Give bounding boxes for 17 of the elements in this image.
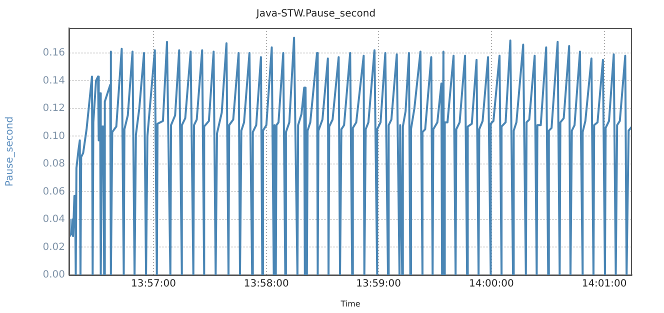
y-tick-label: 0.02	[42, 242, 65, 253]
x-tick-label: 14:01:00	[582, 278, 627, 290]
chart-title: Java-STW.Pause_second	[255, 8, 376, 20]
y-tick-label: 0.10	[42, 130, 65, 142]
x-axis-title: Time	[340, 299, 360, 308]
y-tick-label: 0.08	[42, 158, 65, 170]
y-tick-label: 0.06	[42, 186, 65, 198]
y-tick-label: 0.04	[42, 214, 65, 226]
x-tick-label: 13:59:00	[356, 278, 402, 290]
y-tick-label: 0.12	[42, 103, 65, 114]
x-tick-label: 13:57:00	[131, 278, 176, 290]
y-tick-label: 0.00	[42, 270, 65, 281]
y-tick-label: 0.14	[42, 75, 65, 86]
y-axis-title: Pause_second	[4, 116, 16, 187]
x-tick-label: 14:00:00	[468, 278, 514, 290]
x-tick-label: 13:58:00	[244, 278, 289, 290]
y-tick-label: 0.16	[42, 48, 65, 59]
